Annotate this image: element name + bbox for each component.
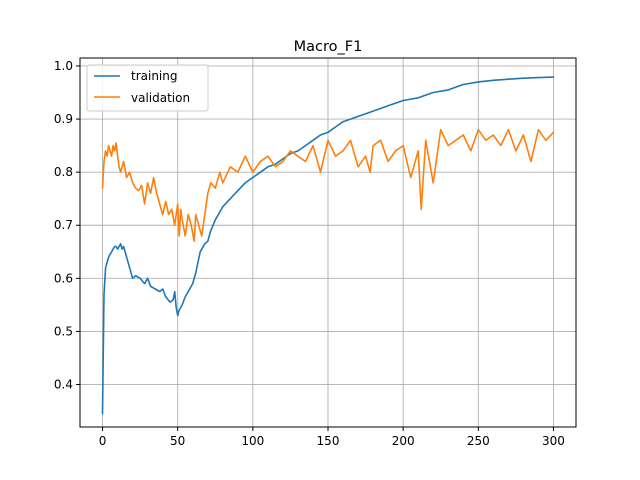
legend: training validation (86, 64, 209, 112)
x-tick-label: 150 (317, 434, 340, 448)
x-tick-label: 100 (241, 434, 264, 448)
series-line-training (101, 76, 555, 415)
y-tick-label: 0.9 (54, 112, 73, 126)
y-axis: 0.4 0.5 0.6 0.7 0.8 0.9 1.0 (54, 59, 80, 392)
grid (80, 58, 576, 427)
legend-label-training: training (131, 69, 178, 83)
chart-title: Macro_F1 (294, 39, 363, 55)
y-tick-label: 0.6 (54, 271, 73, 285)
series-line-validation (101, 128, 555, 242)
x-axis: 0 50 100 150 200 250 300 (99, 427, 565, 448)
x-tick-label: 50 (170, 434, 185, 448)
y-tick-label: 0.8 (54, 165, 73, 179)
x-tick-label: 200 (392, 434, 415, 448)
legend-label-validation: validation (131, 91, 190, 105)
x-tick-label: 300 (542, 434, 565, 448)
x-tick-label: 250 (467, 434, 490, 448)
series-lines (101, 76, 555, 415)
y-tick-label: 0.4 (54, 378, 73, 392)
y-tick-label: 0.7 (54, 218, 73, 232)
x-tick-label: 0 (99, 434, 107, 448)
y-tick-label: 1.0 (54, 59, 73, 73)
y-tick-label: 0.5 (54, 324, 73, 338)
